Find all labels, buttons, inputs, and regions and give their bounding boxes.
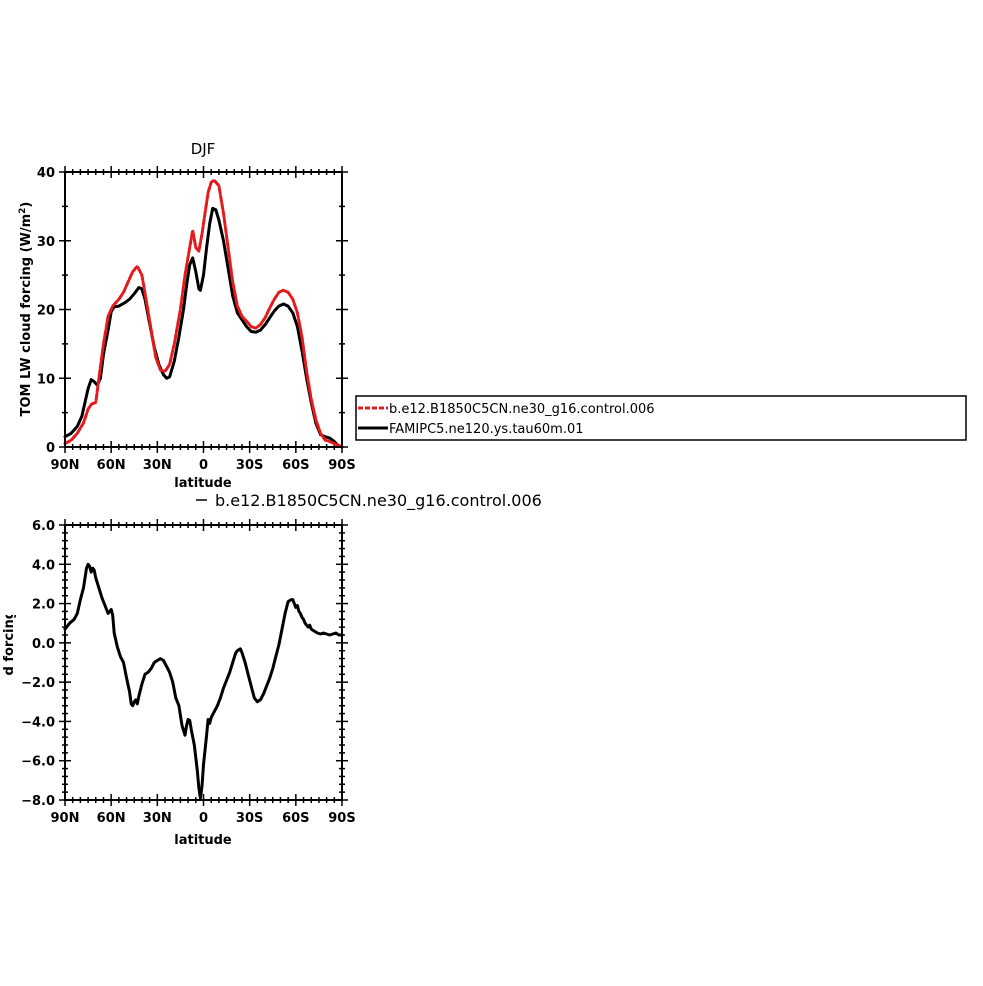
bottom-y-tick-label: −8.0: [21, 794, 55, 809]
bottom-plot-frame: [64, 524, 343, 801]
bottom-y-axis-label-clip: TOM LW cloud forcing (W/m2): [1, 555, 17, 770]
bottom-tick-labels: 90N 60N 30N 0 30S 60S 90S −8.0 −6.0 −4.0 −2.0 0.0 2.…: [21, 519, 356, 826]
bottom-y-tick-label: 4.0: [32, 558, 55, 573]
top-y-tick-label: 0: [46, 441, 55, 456]
bottom-x-axis-label: latitude: [174, 833, 232, 848]
bottom-y-tick-label: −4.0: [21, 715, 55, 730]
bottom-x-tick-label: 30N: [143, 811, 172, 826]
top-x-tick-label: 90S: [328, 458, 355, 473]
top-title: DJF: [191, 140, 216, 158]
top-y-tick-label: 40: [37, 166, 55, 181]
top-panel: DJF 90N 60N 30N 0 30S 60S 90S 0 10 20 30 40 latitud…: [18, 140, 356, 491]
legend-label-model2: FAMIPC5.ne120.ys.tau60m.01: [389, 422, 584, 437]
bottom-y-tick-label: 0.0: [32, 637, 55, 652]
bottom-series-line-1: [63, 562, 344, 800]
bottom-x-tick-label: 30S: [236, 811, 263, 826]
top-x-tick-label: 60N: [97, 458, 126, 473]
legend-label-model1: b.e12.B1850C5CN.ne30_g16.control.006: [389, 402, 655, 417]
top-x-tick-label: 30N: [143, 458, 172, 473]
top-x-tick-label: 30S: [236, 458, 263, 473]
top-tick-labels: 90N 60N 30N 0 30S 60S 90S 0 10 20 30 40: [37, 166, 356, 473]
top-series: [63, 178, 344, 449]
top-x-tick-label: 0: [199, 458, 208, 473]
top-y-tick-label: 10: [37, 372, 55, 387]
top-series-line-2: [63, 206, 344, 449]
top-x-axis-label: latitude: [174, 476, 232, 491]
bottom-x-tick-label: 60S: [282, 811, 309, 826]
top-series-line-1: [63, 178, 344, 449]
top-y-axis-label: TOM LW cloud forcing (W/m2): [18, 202, 34, 417]
bottom-x-tick-label: 0: [199, 811, 208, 826]
top-x-tick-label: 90N: [51, 458, 80, 473]
top-plot-frame: [64, 171, 343, 448]
bottom-panel: b.e12.B1850C5CN.ne30_g16.control.006 90N…: [1, 491, 542, 848]
bottom-y-tick-label: 2.0: [32, 598, 55, 613]
bottom-y-tick-label: −2.0: [21, 676, 55, 691]
bottom-series: [63, 562, 344, 800]
bottom-legend-label: b.e12.B1850C5CN.ne30_g16.control.006: [215, 491, 542, 511]
bottom-y-tick-label: 6.0: [32, 519, 55, 534]
top-x-tick-label: 60S: [282, 458, 309, 473]
top-y-tick-label: 20: [37, 304, 55, 319]
top-legend: b.e12.B1850C5CN.ne30_g16.control.006 FAM…: [355, 395, 967, 441]
top-y-tick-label: 30: [37, 235, 55, 250]
legend-box: [355, 395, 967, 441]
bottom-x-tick-label: 90N: [51, 811, 80, 826]
bottom-y-axis-label: TOM LW cloud forcing (W/m2): [1, 555, 17, 770]
bottom-x-tick-label: 60N: [97, 811, 126, 826]
bottom-x-tick-label: 90S: [328, 811, 355, 826]
bottom-y-tick-label: −6.0: [21, 755, 55, 770]
